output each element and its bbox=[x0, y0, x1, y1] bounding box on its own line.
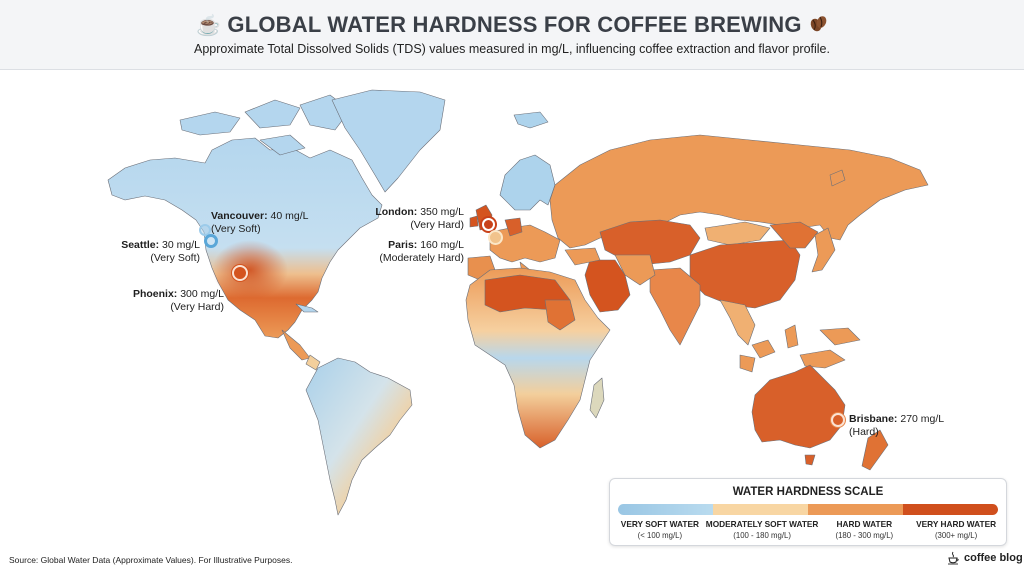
legend-item-name: MODERATELY SOFT WATER bbox=[705, 519, 819, 529]
seattle-label: Seattle: 30 mg/L (Very Soft) bbox=[110, 239, 200, 264]
paris-label: Paris: 160 mg/L (Moderately Hard) bbox=[368, 239, 464, 264]
source-note: Source: Global Water Data (Approximate V… bbox=[9, 555, 293, 565]
title-text: GLOBAL WATER HARDNESS FOR COFFEE BREWING bbox=[227, 12, 802, 37]
city-name: Seattle: bbox=[121, 239, 160, 251]
legend-item-range: (180 - 300 mg/L) bbox=[835, 531, 894, 540]
city-value: 270 mg/L bbox=[897, 413, 945, 425]
phoenix-label: Phoenix: 300 mg/L (Very Hard) bbox=[118, 288, 224, 313]
city-value: 350 mg/L bbox=[417, 206, 464, 218]
vancouver-marker[interactable] bbox=[199, 224, 211, 236]
oceania bbox=[751, 327, 889, 471]
coffee-cup-icon bbox=[948, 551, 959, 565]
brisbane-marker[interactable] bbox=[831, 413, 845, 427]
city-name: Paris: bbox=[388, 239, 418, 251]
city-category: (Hard) bbox=[849, 425, 879, 438]
legend-item-range: (< 100 mg/L) bbox=[637, 531, 683, 540]
legend-color-bar bbox=[618, 504, 998, 515]
city-name: London: bbox=[375, 206, 418, 218]
north-america bbox=[107, 89, 446, 371]
legend-item-range: (300+ mg/L) bbox=[934, 531, 978, 540]
legend-item-hard: HARD WATER (180 - 300 mg/L) bbox=[818, 519, 910, 540]
city-value: 300 mg/L bbox=[177, 288, 224, 300]
city-category: (Very Soft) bbox=[150, 251, 200, 264]
brand-logo: coffee blog bbox=[947, 551, 1023, 565]
city-category: (Very Soft) bbox=[211, 222, 261, 235]
city-name: Vancouver: bbox=[211, 210, 268, 222]
swatch-very-soft bbox=[618, 504, 713, 515]
legend-title: WATER HARDNESS SCALE bbox=[732, 486, 884, 498]
swatch-very-hard bbox=[903, 504, 998, 515]
seattle-marker[interactable] bbox=[204, 234, 218, 248]
brisbane-label: Brisbane: 270 mg/L (Hard) bbox=[849, 413, 944, 438]
page-subtitle: Approximate Total Dissolved Solids (TDS)… bbox=[194, 42, 830, 56]
city-name: Brisbane: bbox=[849, 413, 898, 425]
city-category: (Very Hard) bbox=[170, 300, 224, 313]
page-title: ☕ GLOBAL WATER HARDNESS FOR COFFEE BREWI… bbox=[0, 12, 1024, 38]
city-value: 160 mg/L bbox=[417, 239, 464, 251]
header: ☕ GLOBAL WATER HARDNESS FOR COFFEE BREWI… bbox=[0, 0, 1024, 70]
coffee-cup-icon: ☕ bbox=[195, 15, 222, 37]
london-marker[interactable] bbox=[482, 218, 495, 231]
city-value: 30 mg/L bbox=[159, 239, 200, 251]
legend-item-name: VERY HARD WATER bbox=[916, 519, 997, 529]
city-value: 40 mg/L bbox=[267, 210, 309, 222]
paris-marker[interactable] bbox=[488, 230, 503, 245]
legend-item-name: VERY SOFT WATER bbox=[620, 519, 699, 529]
city-category: (Moderately Hard) bbox=[379, 251, 464, 264]
legend-item-moderately-soft: MODERATELY SOFT WATER (100 - 180 mg/L) bbox=[706, 519, 819, 540]
world-map bbox=[0, 70, 1024, 550]
legend-item-very-hard: VERY HARD WATER (300+ mg/L) bbox=[910, 519, 1002, 540]
phoenix-marker[interactable] bbox=[232, 265, 248, 281]
legend-item-range: (100 - 180 mg/L) bbox=[733, 531, 791, 540]
africa bbox=[465, 267, 611, 449]
europe bbox=[467, 111, 561, 286]
hardness-legend: WATER HARDNESS SCALE VERY SOFT WATER (< … bbox=[609, 478, 1007, 546]
asia bbox=[549, 134, 929, 373]
city-category: (Very Hard) bbox=[410, 218, 464, 231]
swatch-hard bbox=[808, 504, 903, 515]
south-america bbox=[305, 357, 413, 516]
legend-item-name: HARD WATER bbox=[836, 519, 893, 529]
city-name: Phoenix: bbox=[132, 288, 178, 300]
london-label: London: 350 mg/L (Very Hard) bbox=[368, 206, 464, 231]
coffee-bean-icon bbox=[810, 16, 827, 32]
swatch-moderately-soft bbox=[713, 504, 808, 515]
legend-item-very-soft: VERY SOFT WATER (< 100 mg/L) bbox=[614, 519, 706, 540]
vancouver-label: Vancouver: 40 mg/L (Very Soft) bbox=[211, 210, 308, 235]
brand-name: coffee blog bbox=[964, 552, 1023, 564]
